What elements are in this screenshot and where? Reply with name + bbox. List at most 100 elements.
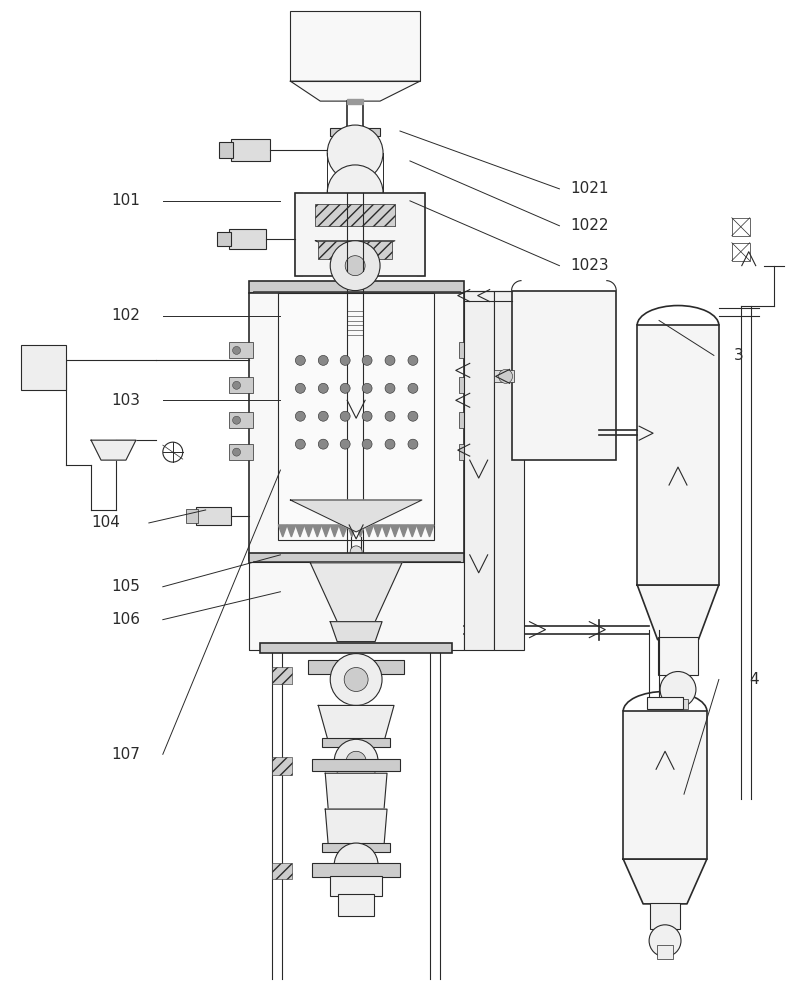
Circle shape	[330, 654, 382, 705]
Polygon shape	[318, 705, 394, 741]
Text: 105: 105	[111, 579, 141, 594]
Polygon shape	[291, 500, 422, 532]
Circle shape	[340, 383, 350, 393]
Polygon shape	[325, 773, 387, 809]
Circle shape	[472, 381, 480, 389]
Bar	[657, 637, 698, 675]
Bar	[312, 863, 400, 877]
Circle shape	[340, 411, 350, 421]
Bar	[249, 562, 278, 650]
Bar	[459, 412, 483, 428]
Bar	[249, 281, 464, 293]
Polygon shape	[278, 525, 287, 537]
Polygon shape	[313, 525, 322, 537]
Bar	[253, 291, 460, 297]
Polygon shape	[416, 525, 425, 537]
Bar	[249, 562, 464, 650]
Circle shape	[327, 165, 383, 221]
Bar	[216, 232, 231, 246]
Circle shape	[385, 439, 395, 449]
Bar	[21, 345, 66, 390]
Circle shape	[295, 355, 305, 365]
Bar	[278, 293, 434, 540]
Bar	[228, 444, 254, 460]
Bar	[494, 370, 514, 382]
Text: 1021: 1021	[570, 181, 608, 196]
Polygon shape	[623, 859, 707, 904]
Text: 101: 101	[111, 193, 141, 208]
Polygon shape	[287, 525, 295, 537]
Bar	[512, 291, 616, 460]
Bar	[228, 377, 254, 393]
Bar	[295, 193, 303, 276]
Polygon shape	[91, 440, 136, 460]
Polygon shape	[399, 525, 408, 537]
Circle shape	[232, 448, 240, 456]
Text: 103: 103	[111, 393, 141, 408]
Bar	[249, 553, 464, 563]
Circle shape	[318, 383, 328, 393]
Polygon shape	[365, 525, 374, 537]
Bar	[273, 757, 292, 775]
Polygon shape	[330, 525, 339, 537]
Polygon shape	[310, 563, 402, 622]
Polygon shape	[425, 525, 434, 537]
Polygon shape	[408, 525, 416, 537]
Polygon shape	[339, 525, 348, 537]
Bar	[638, 325, 719, 585]
Bar	[330, 128, 380, 136]
Circle shape	[340, 439, 350, 449]
Circle shape	[334, 843, 378, 887]
Text: 107: 107	[111, 747, 141, 762]
Bar	[228, 412, 254, 428]
Text: 4: 4	[749, 672, 758, 687]
Bar	[330, 876, 382, 896]
Polygon shape	[295, 525, 304, 537]
Bar	[647, 697, 683, 709]
Circle shape	[350, 546, 362, 558]
Circle shape	[660, 672, 696, 707]
Polygon shape	[391, 525, 399, 537]
Circle shape	[649, 925, 681, 957]
Bar	[228, 342, 254, 358]
Circle shape	[295, 439, 305, 449]
Bar	[295, 193, 425, 276]
Bar	[322, 843, 390, 852]
Polygon shape	[291, 81, 420, 101]
Bar	[273, 667, 292, 684]
Bar	[231, 139, 270, 161]
Polygon shape	[638, 585, 719, 640]
Bar	[623, 711, 707, 859]
Bar	[196, 507, 231, 525]
Circle shape	[472, 346, 480, 354]
Polygon shape	[330, 622, 382, 642]
Circle shape	[385, 411, 395, 421]
Circle shape	[346, 751, 366, 771]
Polygon shape	[382, 525, 391, 537]
Circle shape	[385, 355, 395, 365]
Circle shape	[408, 383, 418, 393]
Bar	[228, 229, 266, 249]
Bar	[732, 243, 750, 261]
Circle shape	[345, 256, 365, 276]
Circle shape	[385, 383, 395, 393]
Circle shape	[318, 439, 328, 449]
Bar	[322, 738, 390, 747]
Bar	[219, 142, 232, 158]
Bar	[273, 863, 292, 879]
Bar	[338, 894, 374, 916]
Bar	[417, 193, 425, 276]
Bar	[186, 509, 198, 523]
Circle shape	[327, 125, 383, 181]
Circle shape	[318, 411, 328, 421]
Text: 106: 106	[111, 612, 141, 627]
Circle shape	[362, 355, 372, 365]
Text: 1023: 1023	[570, 258, 608, 273]
Bar	[657, 945, 673, 959]
Circle shape	[330, 241, 380, 291]
Bar	[318, 241, 392, 259]
Circle shape	[295, 383, 305, 393]
Circle shape	[344, 668, 368, 691]
Polygon shape	[304, 525, 313, 537]
Polygon shape	[356, 525, 365, 537]
